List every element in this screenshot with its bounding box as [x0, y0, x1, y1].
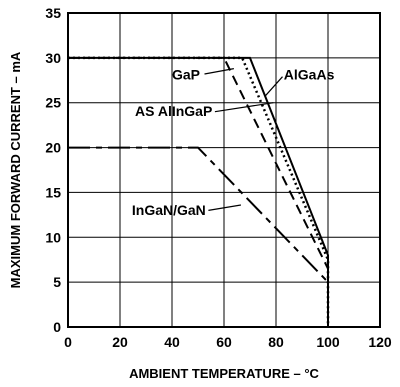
x-axis-title: AMBIENT TEMPERATURE – °C: [129, 366, 319, 381]
series-lines: [68, 56, 330, 327]
y-tick-label: 0: [53, 319, 61, 335]
y-tick-label: 20: [45, 140, 61, 156]
y-axis-title: MAXIMUM FORWARD CURRENT – mA: [8, 51, 23, 288]
grid-lines: [68, 13, 380, 327]
series-label-gap: GaP: [172, 66, 200, 82]
series-line-ingan-gan: [68, 146, 329, 327]
y-axis-ticks: 0 5 10 15 20 25 30 35: [45, 5, 61, 335]
x-tick-label: 40: [164, 334, 180, 350]
y-tick-label: 35: [45, 5, 61, 21]
annotation-leader: [208, 204, 241, 211]
x-tick-label: 80: [268, 334, 284, 350]
series-label-ingan-gan: InGaN/GaN: [132, 202, 206, 218]
series-label-as-alingap: AS AlInGaP: [135, 103, 212, 119]
y-tick-label: 30: [45, 50, 61, 66]
x-tick-label: 120: [368, 334, 392, 350]
x-tick-label: 0: [64, 334, 72, 350]
series-annotations: GaP AlGaAs AS AlInGaP InGaN/GaN: [132, 66, 335, 217]
annotation-leader: [204, 68, 234, 75]
plot-frame: [67, 12, 381, 328]
x-axis-ticks: 0 20 40 60 80 100 120: [64, 334, 392, 350]
y-tick-label: 10: [45, 229, 61, 245]
annotation-leader: [265, 76, 283, 96]
y-tick-label: 5: [53, 274, 61, 290]
series-label-algaas: AlGaAs: [284, 66, 335, 82]
x-tick-label: 20: [112, 334, 128, 350]
x-tick-label: 100: [316, 334, 340, 350]
annotation-leader: [214, 102, 274, 113]
y-tick-label: 25: [45, 95, 61, 111]
y-tick-label: 15: [45, 184, 61, 200]
x-tick-label: 60: [216, 334, 232, 350]
